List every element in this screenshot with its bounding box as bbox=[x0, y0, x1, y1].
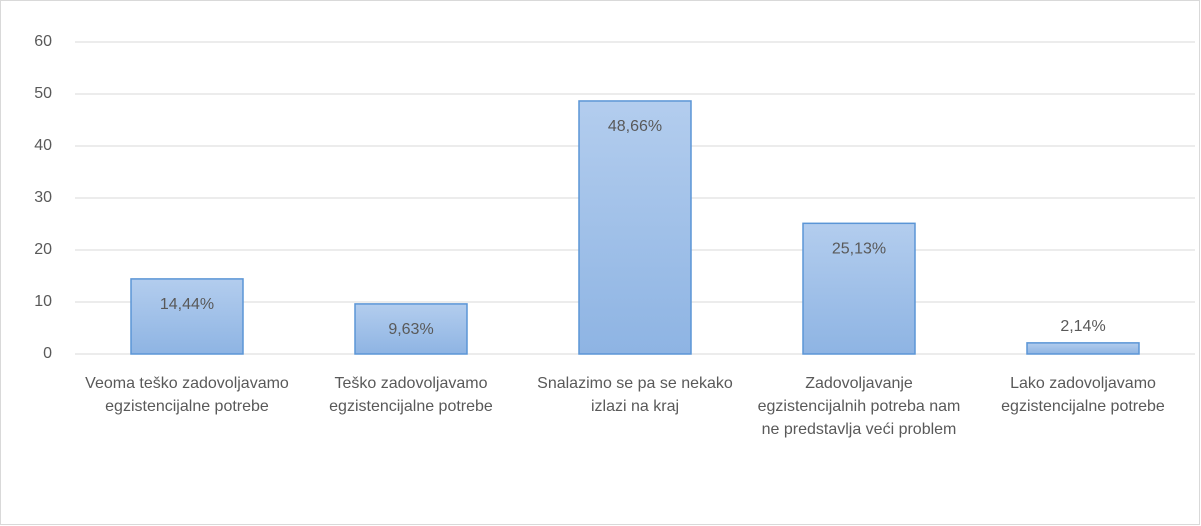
y-tick-label: 50 bbox=[34, 85, 52, 102]
x-tick-label: Teško zadovoljavamo egzistencijalne potr… bbox=[329, 375, 493, 415]
y-tick-label: 0 bbox=[43, 345, 52, 362]
x-tick-label: Veoma teško zadovoljavamo egzistencijaln… bbox=[85, 375, 289, 415]
bar bbox=[354, 303, 468, 355]
bar bbox=[130, 278, 244, 355]
bar bbox=[578, 100, 692, 355]
data-label: 14,44% bbox=[160, 296, 214, 313]
y-tick-label: 10 bbox=[34, 293, 52, 310]
x-tick-label: Zadovoljavanje egzistencijalnih potreba … bbox=[757, 375, 961, 438]
y-tick-label: 30 bbox=[34, 189, 52, 206]
data-label: 48,66% bbox=[608, 118, 662, 135]
x-tick-label: Lako zadovoljavamo egzistencijalne potre… bbox=[1001, 375, 1165, 415]
y-tick-label: 20 bbox=[34, 241, 52, 258]
data-label: 2,14% bbox=[1060, 318, 1105, 335]
bar bbox=[1026, 342, 1140, 355]
data-label: 9,63% bbox=[388, 321, 433, 338]
y-tick-label: 40 bbox=[34, 137, 52, 154]
bar bbox=[802, 222, 916, 355]
x-tick-label: Snalazimo se pa se nekako izlazi na kraj bbox=[537, 375, 733, 415]
data-label: 25,13% bbox=[832, 241, 886, 258]
y-tick-label: 60 bbox=[34, 33, 52, 50]
